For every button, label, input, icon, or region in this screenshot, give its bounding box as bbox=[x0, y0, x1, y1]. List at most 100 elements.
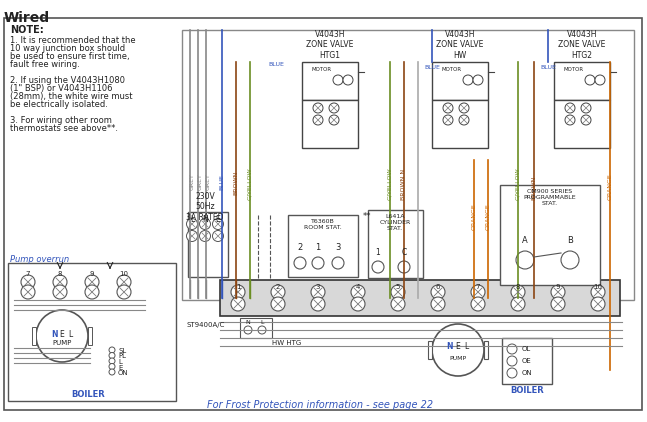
Circle shape bbox=[117, 275, 131, 289]
Text: L: L bbox=[260, 320, 264, 325]
Text: CM900 SERIES
PROGRAMMABLE
STAT.: CM900 SERIES PROGRAMMABLE STAT. bbox=[523, 189, 576, 206]
Text: BLUE: BLUE bbox=[268, 62, 284, 67]
Text: E: E bbox=[60, 330, 64, 339]
Bar bbox=[368, 210, 423, 278]
Text: 3: 3 bbox=[316, 284, 320, 290]
Text: N: N bbox=[446, 342, 454, 351]
Circle shape bbox=[507, 356, 517, 366]
Circle shape bbox=[471, 285, 485, 299]
Text: T6360B
ROOM STAT.: T6360B ROOM STAT. bbox=[304, 219, 342, 230]
Circle shape bbox=[212, 230, 223, 241]
Text: 230V
50Hz
3A RATED: 230V 50Hz 3A RATED bbox=[186, 192, 224, 222]
Circle shape bbox=[85, 275, 99, 289]
Bar bbox=[288, 215, 358, 277]
Circle shape bbox=[53, 285, 67, 299]
Text: BLUE: BLUE bbox=[219, 174, 225, 190]
Circle shape bbox=[391, 285, 405, 299]
Bar bbox=[220, 280, 620, 316]
Circle shape bbox=[313, 103, 323, 113]
Text: B: B bbox=[567, 236, 573, 245]
Text: G/YELLOW: G/YELLOW bbox=[388, 168, 393, 200]
Text: E: E bbox=[118, 365, 122, 371]
Text: HW HTG: HW HTG bbox=[272, 340, 302, 346]
Circle shape bbox=[551, 285, 565, 299]
Circle shape bbox=[565, 115, 575, 125]
Text: fault free wiring.: fault free wiring. bbox=[10, 60, 80, 69]
Text: OL: OL bbox=[522, 346, 531, 352]
Circle shape bbox=[591, 285, 605, 299]
Circle shape bbox=[507, 368, 517, 378]
Circle shape bbox=[595, 75, 605, 85]
Bar bbox=[240, 318, 272, 338]
Circle shape bbox=[591, 297, 605, 311]
Circle shape bbox=[511, 285, 525, 299]
Text: N: N bbox=[50, 330, 57, 339]
Circle shape bbox=[511, 297, 525, 311]
Bar bbox=[428, 341, 432, 359]
Circle shape bbox=[443, 103, 453, 113]
Circle shape bbox=[463, 75, 473, 85]
Bar bbox=[432, 100, 488, 148]
Circle shape bbox=[332, 257, 344, 269]
Bar bbox=[500, 185, 600, 285]
Text: L: L bbox=[118, 359, 122, 365]
Text: GREY: GREY bbox=[197, 173, 203, 190]
Circle shape bbox=[471, 297, 485, 311]
Circle shape bbox=[109, 363, 115, 370]
Circle shape bbox=[117, 285, 131, 299]
Circle shape bbox=[432, 324, 484, 376]
Text: PUMP: PUMP bbox=[52, 340, 72, 346]
Circle shape bbox=[329, 103, 339, 113]
Bar bbox=[8, 263, 176, 401]
Circle shape bbox=[443, 115, 453, 125]
Text: BROWN N: BROWN N bbox=[402, 169, 406, 200]
Circle shape bbox=[53, 275, 67, 289]
Text: 1. It is recommended that the: 1. It is recommended that the bbox=[10, 36, 136, 45]
Text: L: L bbox=[464, 342, 468, 351]
Text: 7: 7 bbox=[26, 271, 30, 277]
Circle shape bbox=[516, 251, 534, 269]
Text: V4043H
ZONE VALVE
HW: V4043H ZONE VALVE HW bbox=[436, 30, 484, 60]
Text: BROWN: BROWN bbox=[531, 176, 536, 200]
Text: L: L bbox=[190, 215, 194, 224]
Text: BLUE: BLUE bbox=[424, 65, 440, 70]
Circle shape bbox=[312, 257, 324, 269]
Circle shape bbox=[398, 261, 410, 273]
Text: (1" BSP) or V4043H1106: (1" BSP) or V4043H1106 bbox=[10, 84, 113, 93]
Circle shape bbox=[473, 75, 483, 85]
Text: BOILER: BOILER bbox=[510, 386, 544, 395]
Text: N: N bbox=[246, 320, 250, 325]
Circle shape bbox=[329, 115, 339, 125]
Circle shape bbox=[212, 219, 223, 230]
Text: 10 way junction box should: 10 way junction box should bbox=[10, 44, 125, 53]
Circle shape bbox=[271, 297, 285, 311]
Circle shape bbox=[85, 285, 99, 299]
Circle shape bbox=[351, 297, 365, 311]
Text: BOILER: BOILER bbox=[71, 390, 105, 399]
Bar bbox=[432, 62, 488, 100]
Text: V4043H
ZONE VALVE
HTG1: V4043H ZONE VALVE HTG1 bbox=[306, 30, 354, 60]
Bar bbox=[554, 62, 610, 100]
Circle shape bbox=[431, 297, 445, 311]
Circle shape bbox=[581, 115, 591, 125]
Circle shape bbox=[186, 219, 197, 230]
Text: (28mm), the white wire must: (28mm), the white wire must bbox=[10, 92, 133, 101]
Text: 10: 10 bbox=[120, 271, 129, 277]
Bar bbox=[502, 338, 552, 384]
Text: L: L bbox=[68, 330, 72, 339]
Text: BLUE: BLUE bbox=[540, 65, 556, 70]
Text: V4043H
ZONE VALVE
HTG2: V4043H ZONE VALVE HTG2 bbox=[558, 30, 606, 60]
Circle shape bbox=[585, 75, 595, 85]
Text: 4: 4 bbox=[356, 284, 360, 290]
Text: 1: 1 bbox=[236, 284, 240, 290]
Circle shape bbox=[21, 275, 35, 289]
Text: ORANGE: ORANGE bbox=[472, 203, 476, 230]
Bar bbox=[188, 212, 228, 277]
Circle shape bbox=[459, 115, 469, 125]
Bar bbox=[554, 100, 610, 148]
Text: ORANGE: ORANGE bbox=[485, 203, 490, 230]
Bar bbox=[88, 327, 92, 345]
Circle shape bbox=[21, 285, 35, 299]
Text: ON: ON bbox=[118, 370, 129, 376]
Text: G/YELLOW: G/YELLOW bbox=[248, 168, 252, 200]
